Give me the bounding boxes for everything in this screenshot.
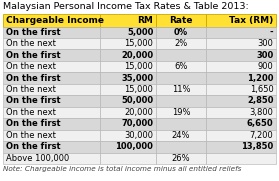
Bar: [3, 130, 100, 141]
Text: 5,000: 5,000: [127, 28, 153, 37]
Bar: [206, 26, 276, 38]
Text: 900: 900: [258, 62, 273, 71]
Text: 2%: 2%: [174, 39, 188, 48]
Bar: [100, 95, 156, 107]
Bar: [206, 153, 276, 164]
Bar: [156, 38, 206, 49]
Text: On the next: On the next: [6, 85, 55, 94]
Bar: [3, 95, 100, 107]
Bar: [3, 38, 100, 49]
Text: On the first: On the first: [6, 119, 60, 128]
Bar: [100, 107, 156, 118]
Text: 35,000: 35,000: [121, 73, 153, 83]
Bar: [156, 84, 206, 95]
Bar: [156, 49, 206, 61]
Text: On the first: On the first: [6, 28, 60, 37]
Text: 20,000: 20,000: [121, 51, 153, 60]
Text: 1,200: 1,200: [247, 73, 273, 83]
Bar: [100, 130, 156, 141]
Text: 6,650: 6,650: [247, 119, 273, 128]
Text: Chargeable Income: Chargeable Income: [6, 16, 104, 25]
Text: 3,800: 3,800: [250, 108, 273, 117]
Text: 70,000: 70,000: [121, 119, 153, 128]
Text: On the next: On the next: [6, 62, 55, 71]
Bar: [206, 49, 276, 61]
Bar: [3, 26, 100, 38]
Bar: [156, 61, 206, 72]
Text: 2,850: 2,850: [247, 96, 273, 106]
Bar: [100, 118, 156, 130]
Bar: [3, 153, 100, 164]
Text: On the next: On the next: [6, 108, 55, 117]
Bar: [206, 14, 276, 26]
Text: On the first: On the first: [6, 96, 60, 106]
Bar: [100, 49, 156, 61]
Text: 0%: 0%: [174, 28, 188, 37]
Text: 19%: 19%: [172, 108, 190, 117]
Bar: [206, 118, 276, 130]
Text: 13,850: 13,850: [241, 142, 273, 151]
Bar: [100, 153, 156, 164]
Bar: [206, 61, 276, 72]
Bar: [156, 107, 206, 118]
Bar: [156, 141, 206, 153]
Text: On the first: On the first: [6, 73, 60, 83]
Text: RM: RM: [138, 16, 153, 25]
Bar: [156, 72, 206, 84]
Text: Rate: Rate: [169, 16, 193, 25]
Text: On the first: On the first: [6, 51, 60, 60]
Bar: [100, 38, 156, 49]
Text: Above 100,000: Above 100,000: [6, 154, 69, 163]
Text: 24%: 24%: [172, 131, 190, 140]
Bar: [206, 107, 276, 118]
Text: On the first: On the first: [6, 142, 60, 151]
Text: Malaysian Personal Income Tax Rates & Table 2013:: Malaysian Personal Income Tax Rates & Ta…: [3, 2, 249, 11]
Bar: [100, 72, 156, 84]
Text: 300: 300: [256, 51, 273, 60]
Text: 7,200: 7,200: [250, 131, 273, 140]
Bar: [206, 141, 276, 153]
Bar: [156, 118, 206, 130]
Bar: [3, 72, 100, 84]
Bar: [3, 84, 100, 95]
Text: 11%: 11%: [172, 85, 190, 94]
Bar: [3, 61, 100, 72]
Bar: [3, 14, 100, 26]
Bar: [206, 84, 276, 95]
Text: 50,000: 50,000: [121, 96, 153, 106]
Bar: [3, 49, 100, 61]
Text: 6%: 6%: [174, 62, 188, 71]
Text: 30,000: 30,000: [124, 131, 153, 140]
Bar: [3, 141, 100, 153]
Text: Note: Chargeable income is total income minus all entitled reliefs: Note: Chargeable income is total income …: [3, 166, 241, 172]
Bar: [3, 107, 100, 118]
Bar: [100, 14, 156, 26]
Text: 26%: 26%: [172, 154, 191, 163]
Bar: [206, 38, 276, 49]
Bar: [100, 84, 156, 95]
Text: On the next: On the next: [6, 39, 55, 48]
Text: -: -: [270, 28, 273, 37]
Text: 1,650: 1,650: [250, 85, 273, 94]
Text: 15,000: 15,000: [124, 39, 153, 48]
Bar: [156, 14, 206, 26]
Text: Tax (RM): Tax (RM): [229, 16, 273, 25]
Text: 100,000: 100,000: [116, 142, 153, 151]
Bar: [156, 130, 206, 141]
Text: On the next: On the next: [6, 131, 55, 140]
Text: 15,000: 15,000: [124, 62, 153, 71]
Bar: [3, 118, 100, 130]
Bar: [100, 61, 156, 72]
Bar: [206, 130, 276, 141]
Text: 15,000: 15,000: [124, 85, 153, 94]
Bar: [206, 72, 276, 84]
Text: 300: 300: [258, 39, 273, 48]
Bar: [156, 95, 206, 107]
Text: 20,000: 20,000: [124, 108, 153, 117]
Bar: [156, 153, 206, 164]
Bar: [156, 26, 206, 38]
Bar: [206, 95, 276, 107]
Bar: [100, 26, 156, 38]
Bar: [100, 141, 156, 153]
